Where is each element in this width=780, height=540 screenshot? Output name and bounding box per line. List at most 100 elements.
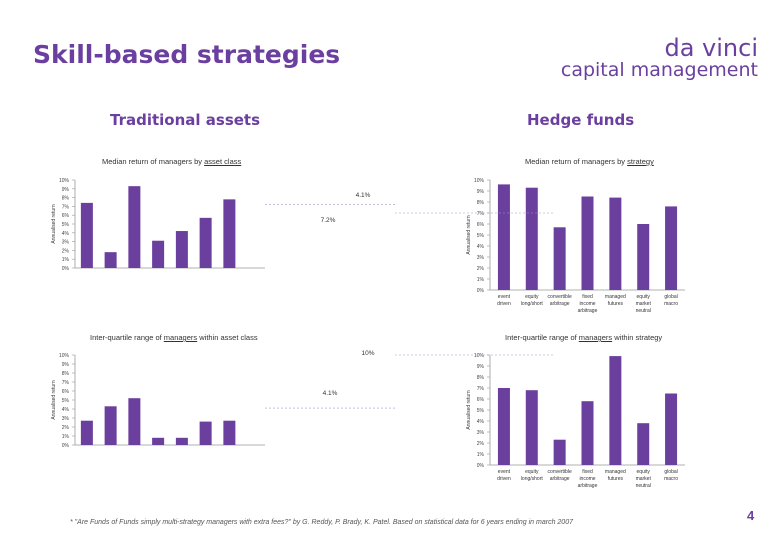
bar	[553, 227, 566, 290]
x-tick-label: long/short	[521, 476, 544, 482]
bar	[104, 406, 117, 445]
y-tick-label: 5%	[477, 233, 485, 239]
chart-title-underlined: managers	[163, 333, 198, 342]
bar	[175, 437, 188, 445]
bar	[175, 231, 188, 268]
bar	[665, 393, 678, 465]
y-tick-label: 10%	[59, 178, 70, 184]
y-tick-label: 5%	[477, 408, 485, 414]
bar	[128, 398, 141, 445]
y-tick-label: 2%	[477, 266, 485, 272]
x-tick-label: income	[579, 476, 595, 482]
x-tick-label: global	[664, 294, 677, 300]
y-tick-label: 0%	[62, 266, 70, 272]
x-tick-label: equity	[525, 294, 539, 300]
x-tick-label: macro	[664, 301, 678, 307]
slide-title: Skill-based strategies	[33, 40, 341, 69]
annotation-label: 10%	[361, 350, 374, 357]
chart-title-suffix: within strategy	[612, 333, 663, 342]
x-tick-label: futures	[608, 476, 624, 482]
logo-line-1: da vinci	[664, 34, 758, 62]
bar	[665, 206, 678, 290]
x-tick-label: equity	[525, 469, 539, 475]
x-tick-label: macro	[664, 476, 678, 482]
logo-line-2: capital management	[560, 59, 758, 81]
x-tick-label: convertible	[548, 469, 572, 475]
y-tick-label: 9%	[477, 364, 485, 370]
y-tick-label: 0%	[477, 463, 485, 469]
logo: da vinci capital management	[561, 36, 758, 80]
x-tick-label: equity	[637, 294, 651, 300]
y-tick-label: 5%	[62, 222, 70, 228]
y-tick-label: 1%	[477, 452, 485, 458]
footnote: * "Are Funds of Funds simply multi-strat…	[70, 519, 573, 526]
bar	[637, 423, 650, 465]
y-tick-label: 6%	[62, 389, 70, 395]
bar	[152, 437, 165, 445]
bar	[80, 202, 93, 268]
bar	[497, 388, 510, 465]
y-axis-label: Annualised return	[466, 390, 472, 429]
x-tick-label: event	[498, 294, 511, 300]
x-tick-label: managed	[605, 294, 626, 300]
annotation-label: 7.2%	[321, 217, 336, 224]
y-tick-label: 3%	[477, 430, 485, 436]
x-tick-label: managed	[605, 469, 626, 475]
chart-title-underlined: strategy	[627, 157, 654, 166]
y-tick-label: 4%	[477, 244, 485, 250]
y-tick-label: 0%	[477, 288, 485, 294]
y-tick-label: 9%	[477, 189, 485, 195]
x-tick-label: income	[579, 301, 595, 307]
y-tick-label: 6%	[477, 397, 485, 403]
chart-title-median-strategy: Median return of managers by strategy	[525, 157, 654, 166]
annotation-label: 4.1%	[356, 192, 371, 199]
annotation-label: 4.1%	[323, 390, 338, 397]
chart-title-median-asset-class: Median return of managers by asset class	[102, 157, 241, 166]
x-tick-label: arbitrage	[550, 301, 570, 307]
y-tick-label: 1%	[62, 257, 70, 263]
bar	[609, 356, 622, 465]
x-tick-label: arbitrage	[550, 476, 570, 482]
chart-title-prefix: Inter-quartile range of	[505, 333, 579, 342]
y-tick-label: 6%	[477, 222, 485, 228]
chart-title-iqr-asset-class: Inter-quartile range of managers within …	[90, 333, 258, 342]
y-tick-label: 3%	[477, 255, 485, 261]
y-tick-label: 4%	[62, 231, 70, 237]
y-tick-label: 0%	[62, 443, 70, 449]
bar	[152, 240, 165, 268]
bar	[223, 420, 236, 445]
x-tick-label: market	[636, 476, 652, 482]
y-tick-label: 8%	[62, 196, 70, 202]
chart-title-prefix: Inter-quartile range of	[90, 333, 164, 342]
chart-title-prefix: Median return of managers by	[525, 157, 628, 166]
y-tick-label: 9%	[62, 362, 70, 368]
x-tick-label: neutral	[636, 308, 651, 314]
y-tick-label: 2%	[477, 441, 485, 447]
bar	[104, 252, 117, 268]
y-tick-label: 1%	[62, 434, 70, 440]
bar	[199, 217, 212, 268]
x-tick-label: futures	[608, 301, 624, 307]
x-tick-label: fixed	[582, 294, 593, 300]
x-tick-label: neutral	[636, 483, 651, 489]
y-tick-label: 2%	[62, 248, 70, 254]
y-tick-label: 10%	[59, 353, 70, 359]
section-title-hedge-funds: Hedge funds	[527, 111, 635, 129]
y-tick-label: 7%	[62, 380, 70, 386]
bar	[199, 421, 212, 445]
y-axis-label: Annualised return	[51, 380, 57, 419]
chart-title-iqr-strategy: Inter-quartile range of managers within …	[505, 333, 662, 342]
x-tick-label: global	[664, 469, 677, 475]
bar	[128, 186, 141, 268]
bar	[581, 196, 594, 290]
y-tick-label: 1%	[477, 277, 485, 283]
y-tick-label: 8%	[477, 375, 485, 381]
bar	[497, 184, 510, 290]
bar	[581, 401, 594, 465]
x-tick-label: convertible	[548, 294, 572, 300]
y-tick-label: 9%	[62, 187, 70, 193]
y-tick-label: 4%	[477, 419, 485, 425]
y-tick-label: 3%	[62, 416, 70, 422]
y-axis-label: Annualised return	[466, 215, 472, 254]
